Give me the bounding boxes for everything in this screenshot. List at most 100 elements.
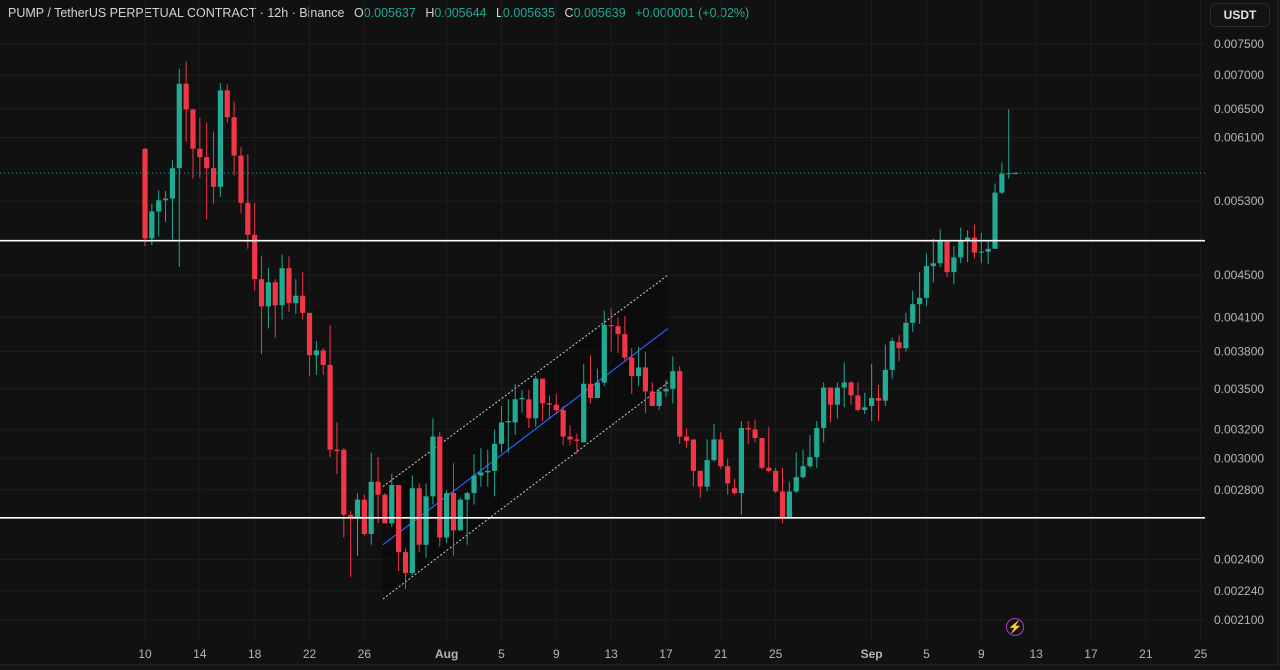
candle-down [245, 154, 251, 249]
candle-body [731, 488, 738, 494]
candle-down [546, 395, 553, 419]
candle-body [917, 297, 923, 305]
candle-body [245, 202, 251, 235]
candle-body [450, 493, 457, 531]
candle-down [300, 272, 306, 320]
price-tick-label: 0.002800 [1214, 483, 1264, 497]
candle-body [142, 148, 148, 239]
candle-up [704, 439, 710, 492]
candle-up [478, 448, 484, 487]
candle-down [766, 426, 772, 473]
candle-body [162, 198, 169, 201]
candle-down [204, 122, 210, 220]
time-tick-label: 26 [358, 647, 372, 661]
candle-body [999, 173, 1005, 193]
candle-body [457, 499, 463, 531]
candle-up [354, 493, 361, 556]
time-tick-label: 5 [498, 647, 505, 661]
candle-body [903, 322, 909, 349]
candle-up [834, 382, 840, 419]
candle-body [711, 439, 717, 461]
candle-body [704, 460, 710, 487]
candle-body [841, 382, 847, 388]
candle-body [231, 117, 237, 156]
candle-body [663, 388, 669, 392]
candle-body [574, 439, 580, 441]
currency-button[interactable]: USDT [1210, 3, 1270, 27]
candle-up [594, 368, 601, 399]
open-label: O [353, 6, 364, 20]
candle-body [492, 443, 498, 471]
candle-down [327, 325, 333, 458]
price-tick-label: 0.006100 [1214, 130, 1264, 144]
candle-down [320, 348, 326, 375]
candle-body [382, 494, 388, 524]
candle-body [725, 466, 731, 484]
candle-body [348, 514, 354, 519]
candle-up [670, 356, 676, 404]
price-tick-label: 0.007000 [1214, 68, 1264, 82]
candle-body [759, 437, 765, 468]
candle-down [334, 422, 340, 474]
candle-up [162, 190, 169, 223]
candle-down [773, 467, 779, 494]
candle-body [635, 367, 642, 377]
candle-up [999, 162, 1005, 195]
lightning-icon[interactable]: ⚡ [1006, 618, 1024, 636]
candle-down [642, 351, 649, 413]
high-label: H [425, 6, 435, 20]
price-tick-label: 0.003500 [1214, 382, 1264, 396]
time-tick-label: 13 [604, 647, 618, 661]
candle-up [882, 344, 888, 406]
price-tick-label: 0.002400 [1214, 553, 1264, 567]
candle-body [444, 493, 450, 538]
time-tick-label: 25 [1194, 647, 1208, 661]
price-tick-label: 0.007500 [1214, 37, 1264, 51]
candle-body [581, 383, 587, 443]
candle-up [217, 83, 224, 197]
candle-body [306, 312, 313, 356]
candle-body [814, 428, 820, 458]
candle-body [354, 499, 361, 519]
time-axis: 10 14 18 22 26 Aug 5 9 13 17 21 25 Sep 5 9 13 17 21 25 [0, 647, 1278, 666]
candle-up [176, 68, 182, 268]
price-tick-label: 0.003800 [1214, 345, 1264, 359]
candle-down [197, 117, 203, 178]
time-tick-label: 21 [714, 647, 728, 661]
candle-body [834, 387, 840, 405]
candle-up [265, 268, 271, 329]
close-label: C [564, 6, 574, 20]
candle-body [224, 90, 230, 118]
candle-down [210, 131, 217, 204]
candle-body [252, 234, 258, 280]
candle-down [896, 335, 902, 362]
candle-body [601, 325, 607, 383]
low-value: 0.005635 [502, 6, 556, 20]
candle-down [231, 101, 237, 176]
candle-body [944, 241, 950, 273]
candle-body [965, 237, 971, 242]
candle-body [773, 470, 779, 492]
candle-down [697, 470, 703, 498]
candle-down [615, 317, 621, 353]
candle-body [368, 481, 374, 534]
candle-body [875, 398, 882, 401]
candle-body [169, 168, 176, 199]
time-tick-label: 17 [1084, 647, 1098, 661]
candle-body [485, 470, 491, 473]
time-tick-label: 10 [138, 647, 152, 661]
candle-body [670, 371, 676, 389]
candle-body [855, 395, 861, 411]
candle-body [786, 491, 792, 519]
candle-down [752, 419, 758, 443]
candle-up [492, 429, 498, 497]
time-tick-label: 14 [193, 647, 207, 661]
candle-body [629, 357, 635, 377]
candle-up [444, 489, 450, 543]
candle-up [663, 379, 669, 397]
candle-up [457, 497, 463, 531]
candle-body [937, 241, 943, 264]
candle-body [718, 439, 724, 467]
candle-body [430, 436, 436, 497]
